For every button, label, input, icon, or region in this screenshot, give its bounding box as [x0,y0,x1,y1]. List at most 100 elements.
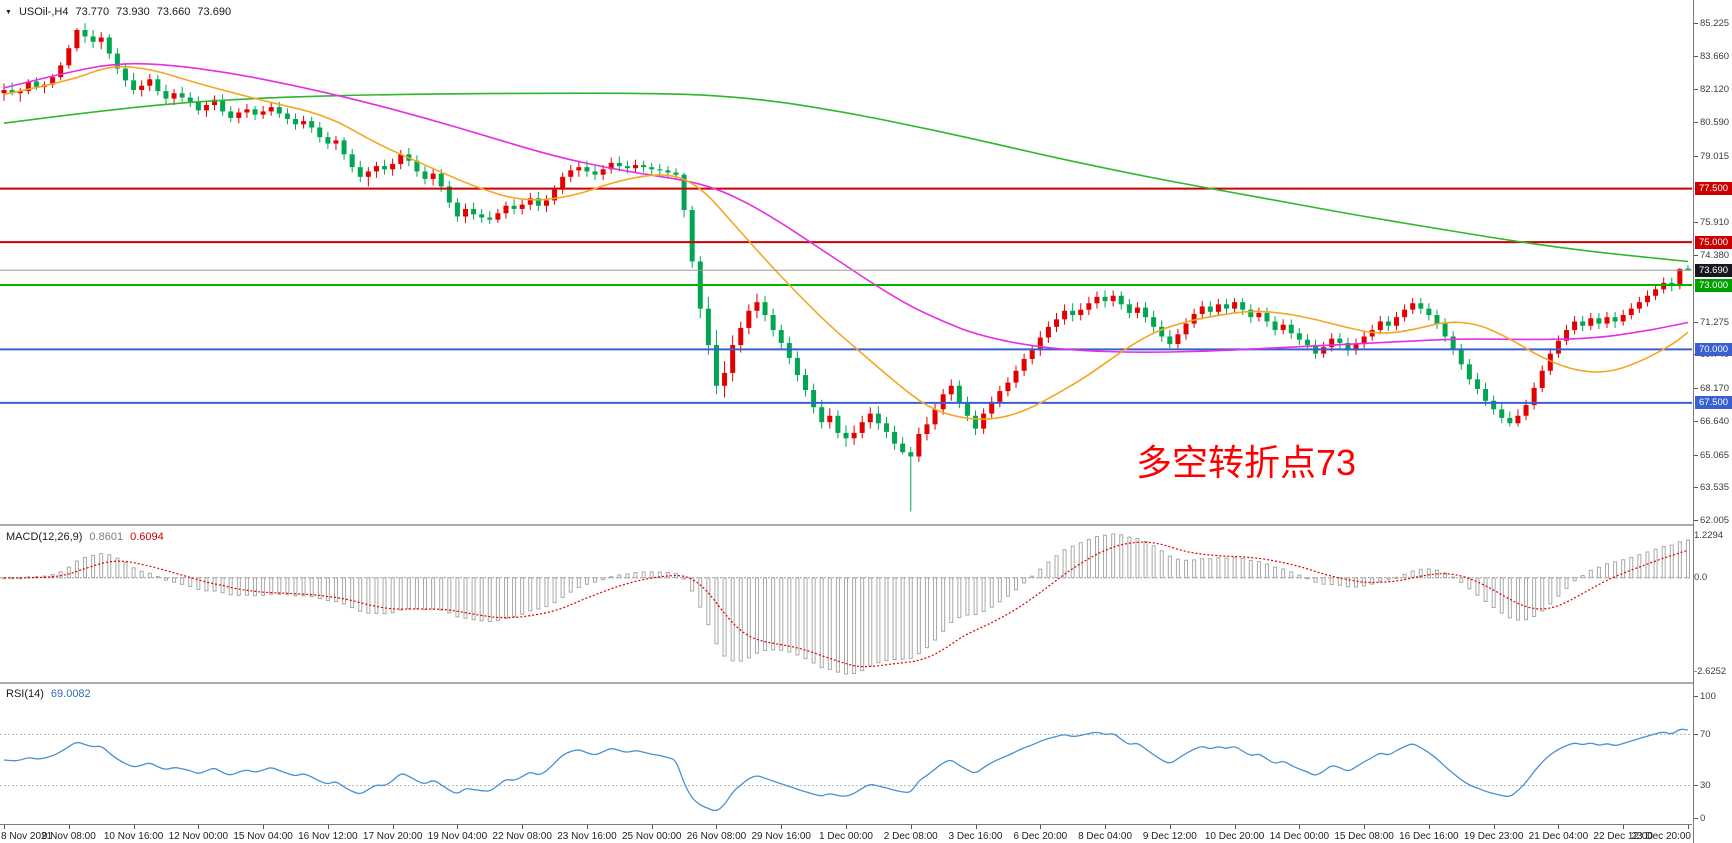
time-tick-label: 15 Dec 08:00 [1334,831,1394,842]
time-tick-mark [1428,825,1430,829]
time-tick-mark [1493,825,1495,829]
time-tick-mark [1299,825,1301,829]
time-tick-mark [522,825,524,829]
time-tick-mark [1623,825,1625,829]
macd-plot[interactable] [0,526,1692,682]
price-tick-label: 75.910 [1694,217,1732,228]
time-tick-label: 6 Dec 20:00 [1013,831,1068,842]
rsi-scale-label: 70 [1694,729,1732,740]
price-tick-label: 68.170 [1694,383,1732,394]
time-tick-label: 9 Nov 08:00 [41,831,96,842]
time-tick-mark [651,825,653,829]
time-tick-label: 8 Dec 04:00 [1078,831,1133,842]
rsi-scale-label: 100 [1694,691,1732,702]
price-tick-label: 63.535 [1694,482,1732,493]
price-line-label: 70.000 [1695,342,1732,356]
time-tick-label: 23 Dec 20:00 [1631,831,1692,842]
rsi-plot[interactable] [0,684,1692,824]
macd-name: MACD(12,26,9) [6,531,83,543]
price-tick-label: 71.275 [1694,317,1732,328]
chart-annotation-text: 多空转折点73 [1136,442,1357,483]
price-scale[interactable]: 1.2294 0.0 -2.6252 85.225 83.660 82.120 80.… [1693,0,1732,843]
time-tick-mark [457,825,459,829]
rsi-line [3,728,1689,812]
time-tick-mark [586,825,588,829]
price-chart-panel[interactable]: 多空转折点73 [0,0,1692,524]
time-tick-mark [846,825,847,829]
price-line-label: 73.690 [1695,263,1732,277]
moving-averages-layer [3,62,1689,421]
time-tick-mark [975,825,977,829]
candlestick-chart[interactable] [0,0,1692,524]
time-tick-label: 2 Dec 08:00 [883,831,938,842]
time-tick-label: 17 Nov 20:00 [362,831,423,842]
time-tick-label: 16 Nov 12:00 [298,831,358,842]
price-tick-label: 82.120 [1694,84,1732,95]
time-axis[interactable]: 8 Nov 2021 9 Nov 08:00 10 Nov 16:00 12 Nov … [0,824,1692,843]
macd-scale-max: 1.2294 [1694,530,1724,541]
price-tick-label: 83.660 [1694,51,1732,62]
panel-separator[interactable] [0,524,1732,526]
time-tick-label: 16 Dec 16:00 [1399,831,1459,842]
time-tick-label: 12 Nov 00:00 [168,831,229,842]
time-tick-mark [910,825,912,829]
ohlc-high: 73.930 [116,6,150,18]
macd-scale-zero: 0.0 [1694,571,1708,583]
price-tick-label: 65.065 [1694,450,1732,461]
time-tick-label: 3 Dec 16:00 [948,831,1003,842]
time-tick-mark [263,825,265,829]
time-tick-mark [1364,825,1366,829]
price-line-label: 67.500 [1695,396,1732,410]
macd-indicator-label: MACD(12,26,9) 0.8601 0.6094 [6,531,164,543]
time-tick-label: 29 Nov 16:00 [751,831,811,842]
time-tick-label: 1 Dec 00:00 [819,831,873,842]
ohlc-low: 73.660 [156,6,191,18]
price-line-label: 77.500 [1695,182,1732,196]
time-tick-mark [716,825,718,829]
time-tick-label: 15 Nov 04:00 [233,831,293,842]
price-tick-label: 74.380 [1694,250,1732,261]
macd-panel[interactable]: MACD(12,26,9) 0.8601 0.6094 [0,526,1692,682]
time-tick-mark [392,825,394,829]
horizontal-lines-layer [0,187,1692,404]
candles-layer [1,23,1691,512]
price-tick-label: 66.640 [1694,416,1732,427]
macd-value: 0.8601 [89,531,124,543]
ma-fast [3,65,1689,421]
rsi-panel[interactable]: RSI(14) 69.0082 [0,684,1692,824]
time-tick-mark [133,825,135,829]
ma-mid [3,62,1689,353]
time-tick-mark [1040,825,1042,829]
symbol-info-bar: ▼ USOil-,H4 73.770 73.930 73.660 73.690 [5,6,231,18]
time-tick-label: 22 Dec 12:00 [1593,831,1653,842]
price-tick-label: 62.005 [1694,515,1732,526]
time-tick-label: 22 Nov 08:00 [492,831,552,842]
symbol-title: USOil-,H4 [18,6,69,18]
time-tick-mark [68,825,70,829]
time-tick-label: 14 Dec 00:00 [1269,831,1330,842]
time-tick-label: 26 Nov 08:00 [686,831,747,842]
price-tick-label: 79.015 [1694,151,1732,162]
price-tick-label: 85.225 [1694,18,1732,29]
time-tick-label: 8 Nov 2021 [1,831,53,842]
panel-separator[interactable] [0,682,1732,684]
rsi-value: 69.0082 [50,688,91,700]
rsi-indicator-label: RSI(14) 69.0082 [6,688,91,700]
macd-scale-min: -2.6252 [1694,666,1727,677]
time-tick-mark [4,825,6,829]
rsi-scale-label: 30 [1694,780,1732,791]
time-tick-mark [1105,825,1107,829]
time-tick-mark [1169,825,1171,829]
time-tick-mark [198,825,200,829]
symbol-dropdown-icon[interactable]: ▼ [5,8,12,16]
time-tick-label: 9 Dec 12:00 [1142,831,1197,842]
macd-signal-value: 0.6094 [130,531,164,543]
rsi-name: RSI(14) [6,688,44,700]
time-tick-mark [1234,825,1236,829]
rsi-scale-label: 0 [1694,813,1732,824]
time-tick-mark [327,825,329,829]
time-tick-label: 10 Dec 20:00 [1204,831,1265,842]
price-line-label: 73.000 [1695,278,1732,292]
time-tick-label: 10 Nov 16:00 [103,831,164,842]
